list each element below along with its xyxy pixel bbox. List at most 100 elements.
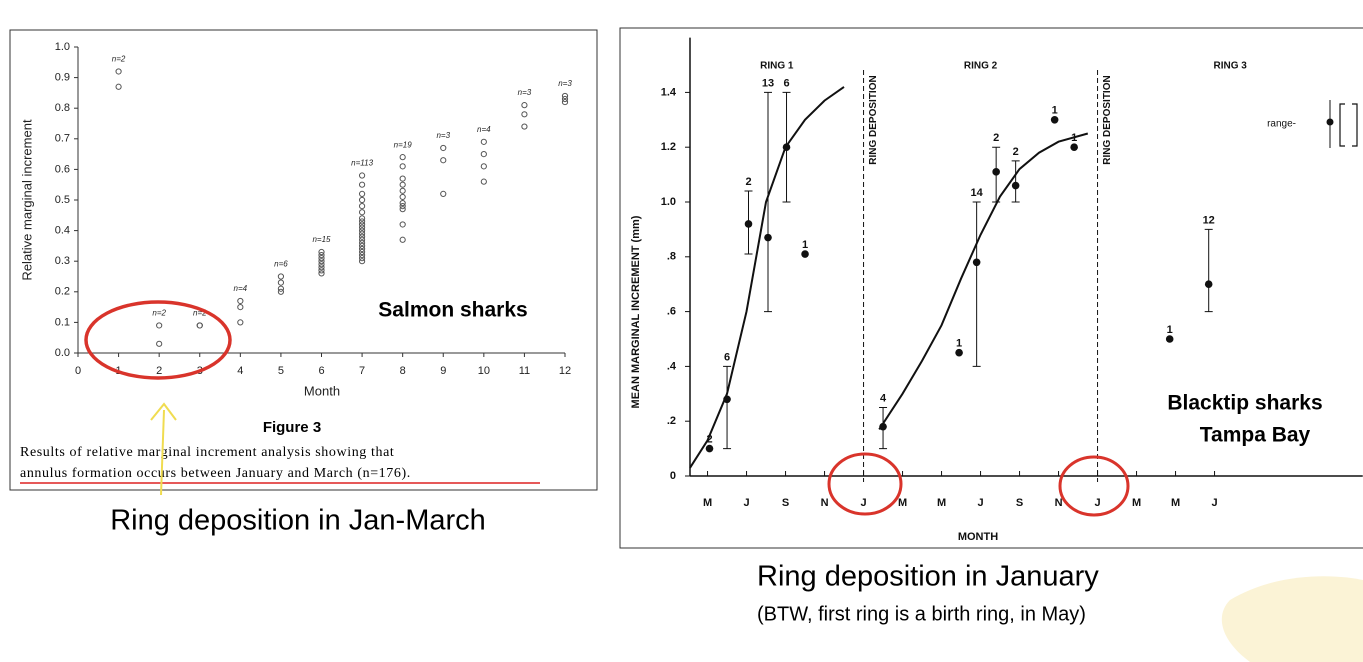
n-label: n=2 bbox=[112, 55, 126, 64]
point bbox=[358, 172, 366, 179]
point bbox=[277, 285, 285, 292]
n-label: 2 bbox=[706, 434, 712, 446]
x-tick-label: M bbox=[703, 497, 712, 509]
point bbox=[277, 288, 285, 295]
point bbox=[358, 245, 366, 253]
point bbox=[196, 322, 203, 329]
x-tick-label: J bbox=[1094, 497, 1100, 509]
point bbox=[358, 230, 366, 237]
n-label: n=4 bbox=[234, 284, 248, 293]
x-tick-label: N bbox=[821, 497, 829, 509]
point bbox=[705, 444, 714, 453]
n-label: n=4 bbox=[477, 125, 491, 134]
point bbox=[277, 273, 285, 280]
point bbox=[277, 279, 285, 286]
x-tick-label: 0 bbox=[75, 365, 81, 377]
y-axis-label: Relative marginal increment bbox=[19, 119, 34, 281]
point bbox=[358, 236, 366, 243]
point bbox=[480, 138, 487, 145]
point bbox=[399, 181, 406, 188]
chart-label: Blacktip sharks bbox=[1167, 392, 1322, 415]
caption-line: annulus formation occurs between January… bbox=[20, 466, 411, 481]
point bbox=[440, 144, 447, 152]
point bbox=[879, 422, 887, 431]
n-label: 6 bbox=[783, 77, 789, 89]
n-label: 12 bbox=[1203, 214, 1215, 226]
point bbox=[399, 236, 406, 243]
x-tick-label: N bbox=[1055, 497, 1063, 509]
point bbox=[358, 255, 366, 262]
point bbox=[358, 190, 366, 197]
x-tick-label: J bbox=[743, 497, 749, 509]
point bbox=[399, 221, 406, 228]
highlight-ellipse bbox=[84, 300, 232, 380]
point bbox=[358, 181, 366, 188]
point bbox=[972, 258, 981, 267]
x-tick-label: 6 bbox=[318, 365, 324, 377]
point bbox=[318, 270, 325, 277]
figure-label: Figure 3 bbox=[263, 419, 321, 436]
n-label: n=2 bbox=[193, 309, 207, 318]
y-tick-label: 0.5 bbox=[55, 194, 70, 206]
y-tick-label: 0.0 bbox=[55, 347, 70, 359]
point bbox=[399, 199, 406, 207]
ring-label: RING 2 bbox=[964, 61, 998, 72]
x-tick-label: 4 bbox=[237, 365, 243, 377]
y-tick-label: 1.2 bbox=[661, 141, 676, 153]
point bbox=[399, 193, 406, 201]
n-label: 4 bbox=[880, 392, 887, 404]
y-tick-label: 0.7 bbox=[55, 133, 70, 145]
y-tick-label: .2 bbox=[667, 415, 676, 427]
y-tick-label: 1.4 bbox=[661, 86, 677, 98]
n-label: 14 bbox=[971, 187, 984, 199]
point bbox=[399, 154, 406, 161]
point bbox=[318, 258, 325, 265]
point bbox=[358, 239, 366, 246]
x-tick-label: 7 bbox=[359, 365, 365, 377]
caption-line: Results of relative marginal increment a… bbox=[20, 445, 394, 460]
point bbox=[156, 322, 163, 329]
n-label: n=3 bbox=[558, 79, 572, 88]
chart-blacktip: MEAN MARGINAL INCREMENT (mm) MONTH Black… bbox=[630, 37, 1363, 543]
point bbox=[399, 175, 406, 182]
point bbox=[1165, 335, 1174, 343]
x-tick-label: M bbox=[898, 497, 907, 509]
y-tick-label: .8 bbox=[667, 251, 676, 263]
point bbox=[992, 168, 1000, 176]
n-label: n=2 bbox=[152, 309, 166, 318]
point bbox=[399, 203, 406, 210]
point bbox=[399, 187, 406, 194]
n-label: 13 bbox=[762, 77, 774, 89]
n-label: 2 bbox=[1013, 146, 1019, 158]
n-label: 1 bbox=[1052, 105, 1058, 117]
panel-left bbox=[9, 29, 598, 491]
point bbox=[318, 251, 325, 259]
point bbox=[318, 264, 325, 271]
fit-curve bbox=[689, 86, 845, 469]
point bbox=[955, 348, 963, 357]
x-axis-label: Month bbox=[304, 383, 340, 398]
point bbox=[399, 163, 406, 170]
point bbox=[358, 233, 366, 240]
point bbox=[561, 92, 569, 100]
point bbox=[115, 83, 122, 90]
y-axis-label: MEAN MARGINAL INCREMENT (mm) bbox=[630, 215, 642, 408]
deposition-label: RING DEPOSITION bbox=[1102, 75, 1113, 164]
point bbox=[782, 143, 791, 151]
n-label: n=113 bbox=[351, 159, 373, 168]
arrow bbox=[150, 402, 177, 496]
point bbox=[440, 157, 447, 164]
x-tick-label: 2 bbox=[156, 365, 162, 377]
n-label: 1 bbox=[1167, 324, 1173, 336]
highlight-circle bbox=[1058, 455, 1130, 517]
point bbox=[764, 233, 772, 242]
point bbox=[1204, 280, 1213, 289]
x-tick-label: 8 bbox=[400, 365, 406, 377]
point bbox=[237, 297, 244, 305]
point bbox=[1050, 116, 1059, 124]
x-axis-label: MONTH bbox=[958, 531, 998, 543]
n-label: 1 bbox=[1071, 132, 1077, 144]
x-tick-label: S bbox=[1016, 497, 1023, 509]
